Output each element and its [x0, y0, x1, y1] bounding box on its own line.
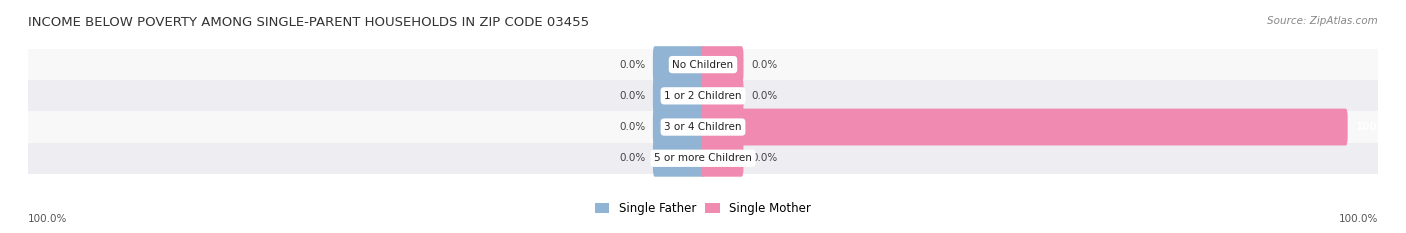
Text: Source: ZipAtlas.com: Source: ZipAtlas.com — [1267, 16, 1378, 26]
Text: INCOME BELOW POVERTY AMONG SINGLE-PARENT HOUSEHOLDS IN ZIP CODE 03455: INCOME BELOW POVERTY AMONG SINGLE-PARENT… — [28, 16, 589, 29]
Text: 0.0%: 0.0% — [619, 153, 645, 163]
Text: 1 or 2 Children: 1 or 2 Children — [664, 91, 742, 101]
Bar — [28, 143, 1378, 174]
Text: No Children: No Children — [672, 60, 734, 70]
FancyBboxPatch shape — [702, 77, 744, 114]
Legend: Single Father, Single Mother: Single Father, Single Mother — [591, 197, 815, 219]
FancyBboxPatch shape — [652, 46, 704, 83]
FancyBboxPatch shape — [652, 140, 704, 177]
Text: 0.0%: 0.0% — [619, 60, 645, 70]
Text: 0.0%: 0.0% — [619, 91, 645, 101]
Bar — [28, 111, 1378, 143]
FancyBboxPatch shape — [702, 140, 744, 177]
Bar — [28, 49, 1378, 80]
Text: 0.0%: 0.0% — [751, 60, 778, 70]
FancyBboxPatch shape — [652, 109, 704, 145]
Text: 100.0%: 100.0% — [28, 214, 67, 224]
Text: 5 or more Children: 5 or more Children — [654, 153, 752, 163]
Text: 0.0%: 0.0% — [751, 153, 778, 163]
Text: 100.0%: 100.0% — [1355, 122, 1399, 132]
Text: 3 or 4 Children: 3 or 4 Children — [664, 122, 742, 132]
Bar — [28, 80, 1378, 111]
Text: 0.0%: 0.0% — [751, 91, 778, 101]
Text: 100.0%: 100.0% — [1339, 214, 1378, 224]
FancyBboxPatch shape — [702, 109, 1348, 145]
Text: 0.0%: 0.0% — [619, 122, 645, 132]
FancyBboxPatch shape — [702, 46, 744, 83]
FancyBboxPatch shape — [652, 77, 704, 114]
